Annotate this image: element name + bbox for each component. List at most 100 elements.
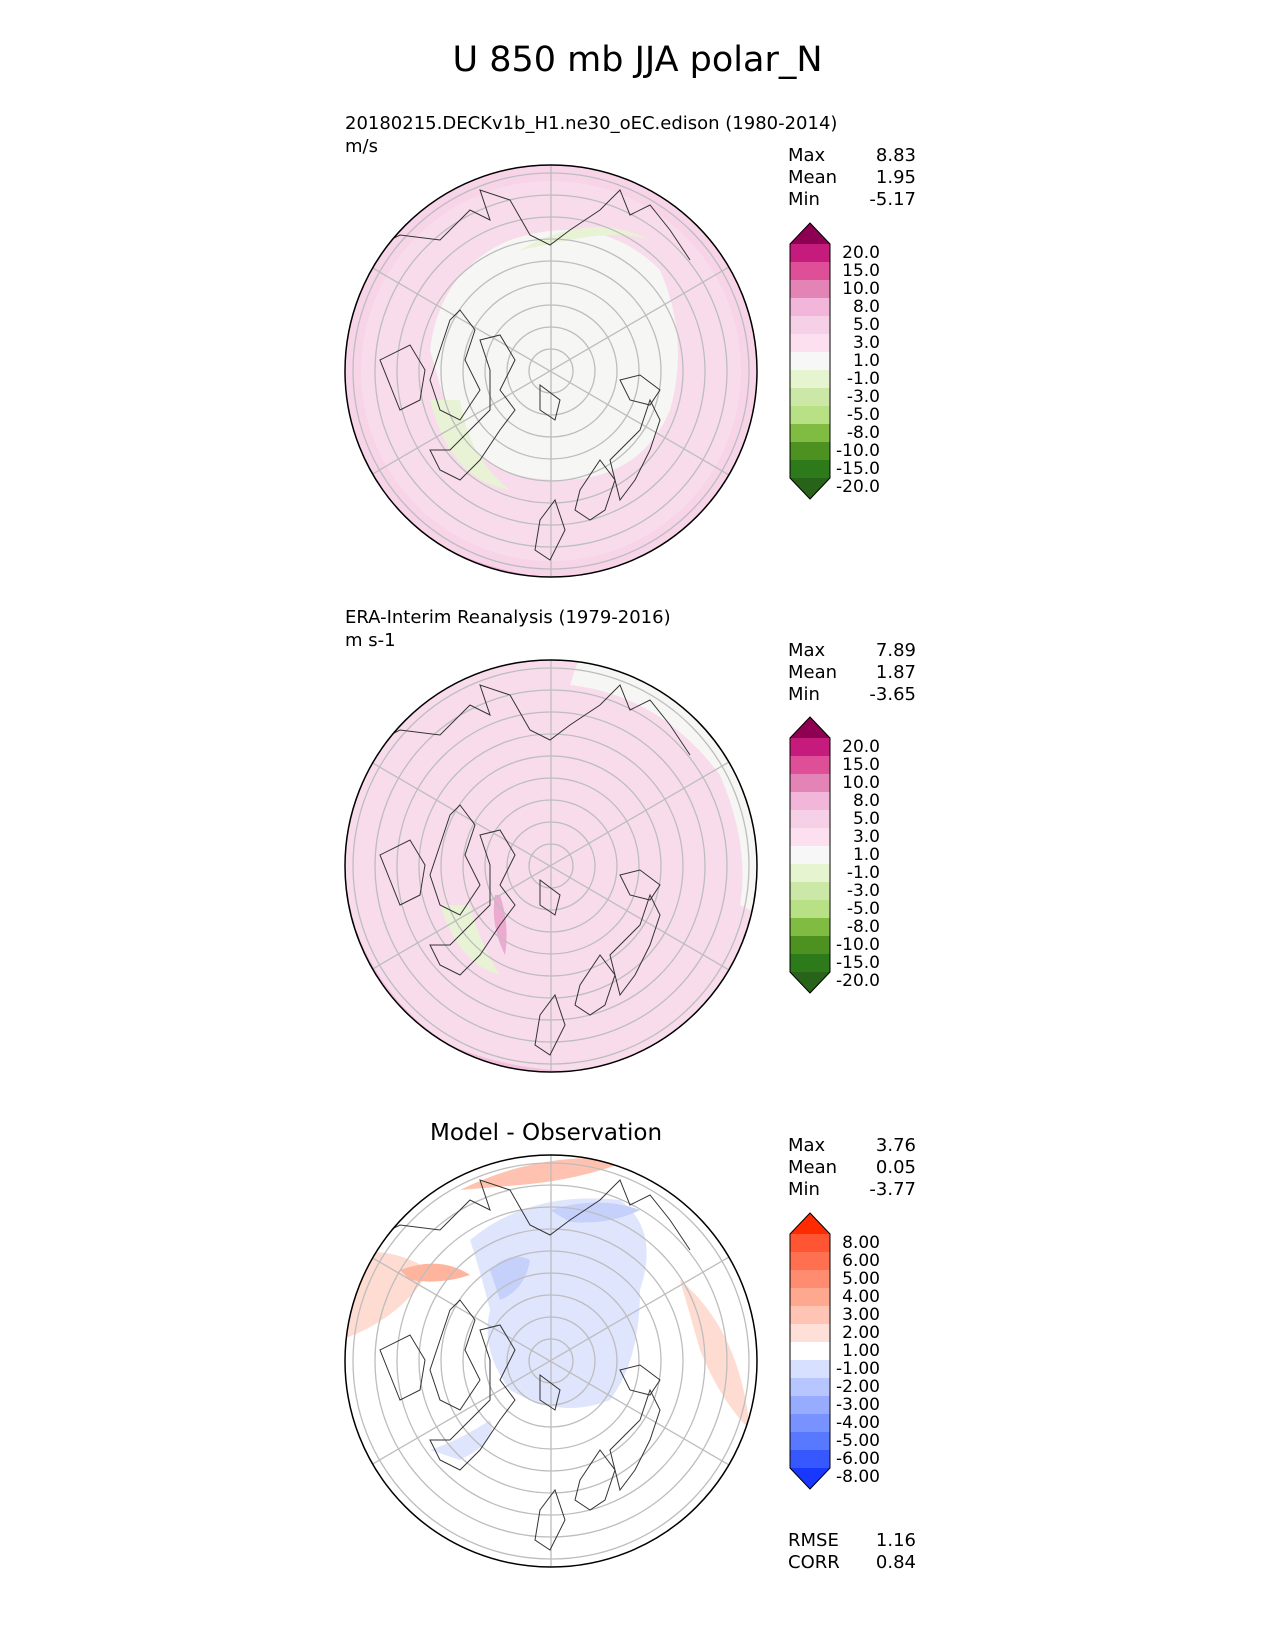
colorbar-bin bbox=[790, 406, 830, 425]
colorbar-bin bbox=[790, 738, 830, 757]
colorbar-tick-label: 6.00 bbox=[842, 1251, 880, 1271]
colorbar-extend-min bbox=[790, 478, 830, 499]
colorbar-tick-label: 15.0 bbox=[842, 261, 880, 281]
colorbar-tick-label: -5.00 bbox=[836, 1431, 880, 1451]
model-heading: 20180215.DECKv1b_H1.ne30_oEC.edison (198… bbox=[345, 113, 838, 134]
stat-label: Mean bbox=[788, 167, 838, 188]
model-polar-map bbox=[344, 164, 758, 578]
colorbar-extend-max bbox=[790, 717, 830, 738]
colorbar-tick-label: -3.00 bbox=[836, 1395, 880, 1415]
colorbar-tick-label: 15.0 bbox=[842, 755, 880, 775]
colorbar-tick-label: -1.00 bbox=[836, 1359, 880, 1379]
colorbar-bin bbox=[790, 864, 830, 883]
colorbar-bin bbox=[790, 1252, 830, 1271]
colorbar-bin bbox=[790, 900, 830, 919]
colorbar-tick-label: -20.0 bbox=[836, 477, 880, 497]
colorbar-bin bbox=[790, 1432, 830, 1451]
colorbar-tick-label: 10.0 bbox=[842, 773, 880, 793]
colorbar-tick-label: -4.00 bbox=[836, 1413, 880, 1433]
model-units: m/s bbox=[345, 136, 378, 157]
colorbar-bin bbox=[790, 1414, 830, 1433]
obs-colorbar bbox=[789, 716, 831, 994]
colorbar-bin bbox=[790, 1306, 830, 1325]
stat-value: -3.77 bbox=[869, 1179, 916, 1200]
colorbar-tick-label: -10.0 bbox=[836, 935, 880, 955]
colorbar-tick-label: -15.0 bbox=[836, 459, 880, 479]
obs-colorbar-labels: 20.0 15.0 10.0 8.0 5.0 3.0 1.0 -1.0 -3.0 -5.0 -8.0… bbox=[832, 738, 880, 990]
stat-value: 0.05 bbox=[875, 1157, 916, 1178]
colorbar-tick-label: -5.0 bbox=[846, 405, 880, 425]
diff-polar-map bbox=[344, 1154, 758, 1568]
stat-label: Min bbox=[788, 189, 820, 210]
colorbar-bin bbox=[790, 1360, 830, 1379]
diff-stats: Max 3.76 Mean 0.05 Min -3.77 bbox=[788, 1135, 916, 1201]
colorbar-bin bbox=[790, 388, 830, 407]
colorbar-bin bbox=[790, 316, 830, 335]
diff-colorbar bbox=[789, 1212, 831, 1490]
colorbar-bin bbox=[790, 792, 830, 811]
colorbar-tick-label: 4.00 bbox=[842, 1287, 880, 1307]
colorbar-tick-label: -1.0 bbox=[846, 369, 880, 389]
stat-value: 7.89 bbox=[875, 640, 916, 661]
colorbar-bin bbox=[790, 846, 830, 865]
colorbar-bin bbox=[790, 828, 830, 847]
stat-label: CORR bbox=[788, 1552, 840, 1573]
colorbar-tick-label: -15.0 bbox=[836, 953, 880, 973]
stat-value: -5.17 bbox=[869, 189, 916, 210]
colorbar-tick-label: 5.0 bbox=[852, 315, 880, 335]
stat-value: 0.84 bbox=[875, 1552, 916, 1573]
colorbar-bin bbox=[790, 756, 830, 775]
colorbar-outline bbox=[789, 222, 831, 500]
obs-stats: Max 7.89 Mean 1.87 Min -3.65 bbox=[788, 640, 916, 706]
colorbar-tick-label: 3.0 bbox=[852, 333, 880, 353]
stat-value: -3.65 bbox=[869, 684, 916, 705]
colorbar-tick-label: -1.0 bbox=[846, 863, 880, 883]
colorbar-extend-min bbox=[790, 1468, 830, 1489]
colorbar-bin bbox=[790, 1450, 830, 1469]
colorbar-bin bbox=[790, 1270, 830, 1289]
stat-value: 1.87 bbox=[875, 662, 916, 683]
stat-label: Min bbox=[788, 1179, 820, 1200]
colorbar-tick-label: 8.0 bbox=[852, 791, 880, 811]
colorbar-bin bbox=[790, 954, 830, 973]
colorbar-bin bbox=[790, 334, 830, 353]
colorbar-extend-max bbox=[790, 1213, 830, 1234]
colorbar-tick-label: -5.0 bbox=[846, 899, 880, 919]
colorbar-tick-label: 20.0 bbox=[842, 737, 880, 757]
stat-label: Min bbox=[788, 684, 820, 705]
stat-value: 1.16 bbox=[875, 1530, 916, 1551]
colorbar-tick-label: 3.00 bbox=[842, 1305, 880, 1325]
colorbar-tick-label: 1.0 bbox=[852, 351, 880, 371]
colorbar-tick-label: 1.0 bbox=[852, 845, 880, 865]
model-stats: Max 8.83 Mean 1.95 Min -5.17 bbox=[788, 145, 916, 211]
stat-label: Mean bbox=[788, 662, 838, 683]
colorbar-tick-label: -8.00 bbox=[836, 1467, 880, 1487]
colorbar-tick-label: 3.0 bbox=[852, 827, 880, 847]
colorbar-bin bbox=[790, 352, 830, 371]
diff-colorbar-labels: 8.00 6.00 5.00 4.00 3.00 2.00 1.00 -1.00 -2.00 -3… bbox=[832, 1234, 880, 1486]
colorbar-tick-label: -3.0 bbox=[846, 881, 880, 901]
colorbar-tick-label: 5.00 bbox=[842, 1269, 880, 1289]
colorbar-tick-label: -20.0 bbox=[836, 971, 880, 991]
stat-value: 3.76 bbox=[875, 1135, 916, 1156]
obs-polar-map bbox=[344, 659, 758, 1073]
colorbar-bin bbox=[790, 1378, 830, 1397]
colorbar-bin bbox=[790, 424, 830, 443]
colorbar-bin bbox=[790, 280, 830, 299]
colorbar-bin bbox=[790, 1234, 830, 1253]
model-colorbar bbox=[789, 222, 831, 500]
stat-label: Mean bbox=[788, 1157, 838, 1178]
colorbar-tick-label: 5.0 bbox=[852, 809, 880, 829]
colorbar-bin bbox=[790, 936, 830, 955]
diff-title: Model - Observation bbox=[430, 1120, 663, 1146]
colorbar-bin bbox=[790, 810, 830, 829]
colorbar-bin bbox=[790, 442, 830, 461]
colorbar-tick-label: 10.0 bbox=[842, 279, 880, 299]
colorbar-tick-label: -8.0 bbox=[846, 423, 880, 443]
colorbar-bin bbox=[790, 882, 830, 901]
colorbar-tick-label: -8.0 bbox=[846, 917, 880, 937]
stat-label: RMSE bbox=[788, 1530, 839, 1551]
colorbar-tick-label: 8.0 bbox=[852, 297, 880, 317]
stat-label: Max bbox=[788, 145, 826, 166]
colorbar-outline bbox=[789, 716, 831, 994]
